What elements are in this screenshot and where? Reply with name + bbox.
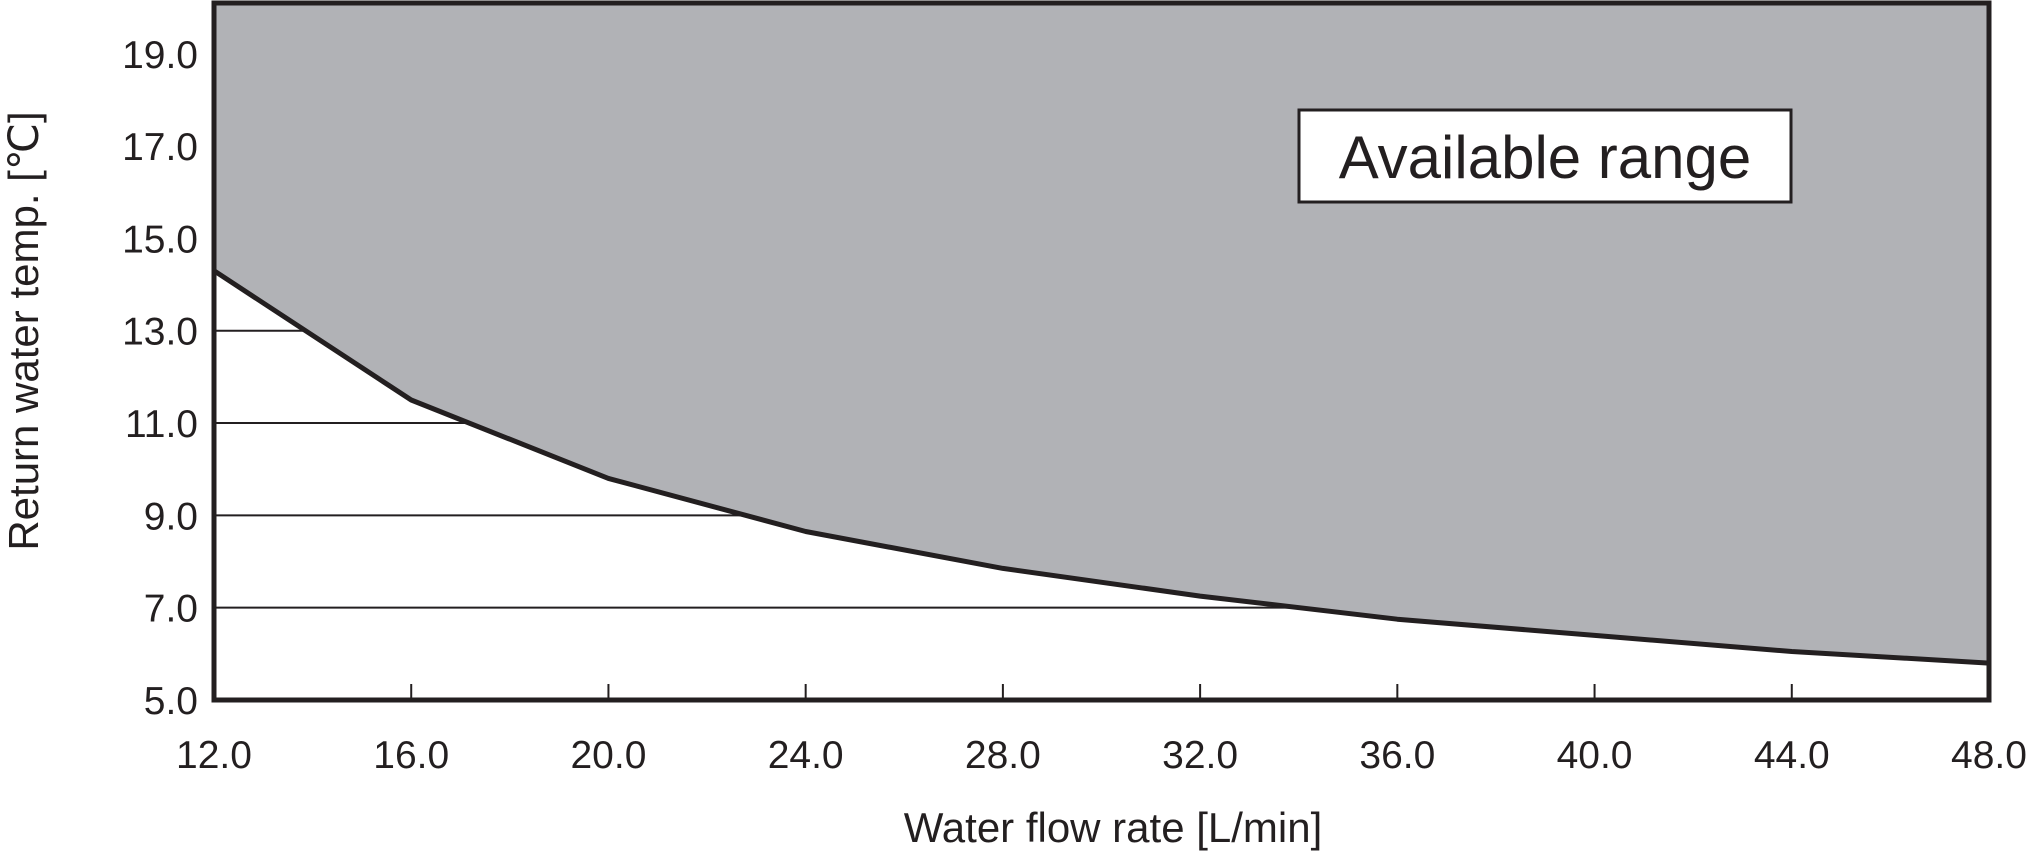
y-ticks: 5.0 7.0 9.0 11.0 13.0 15.0 17.0 19.0 [122,34,198,723]
x-axis-label: Water flow rate [L/min] [904,804,1323,851]
x-tick-label: 12.0 [176,734,252,777]
x-tick-label: 16.0 [373,734,449,777]
x-tick-label: 48.0 [1951,734,2027,777]
y-tick-label: 9.0 [144,495,198,538]
y-tick-label: 7.0 [144,588,198,631]
y-tick-label: 19.0 [122,34,198,77]
plot-frame [211,0,1992,703]
annotation-label: Available range [1339,124,1752,191]
y-tick-label: 13.0 [122,311,198,354]
y-tick-label: 17.0 [122,126,198,169]
limit-curve [212,268,1990,666]
x-tick-label: 32.0 [1162,734,1238,777]
available-range-area [214,3,1989,664]
x-tick-label: 36.0 [1359,734,1435,777]
x-tick-label: 44.0 [1754,734,1830,777]
y-axis-label: Return water temp. [℃] [0,111,47,550]
x-tick-label: 28.0 [965,734,1041,777]
y-tick-label: 11.0 [125,403,198,446]
x-tick-label: 24.0 [768,734,844,777]
x-tick-label: 20.0 [570,734,646,777]
y-tick-label: 15.0 [122,218,198,261]
y-tick-label: 5.0 [144,680,198,723]
x-tick-label: 40.0 [1557,734,1633,777]
x-ticks: 12.0 16.0 20.0 24.0 28.0 32.0 36.0 40.0 44.0 48.0 [176,684,2027,777]
annotation-box [1297,108,1793,204]
